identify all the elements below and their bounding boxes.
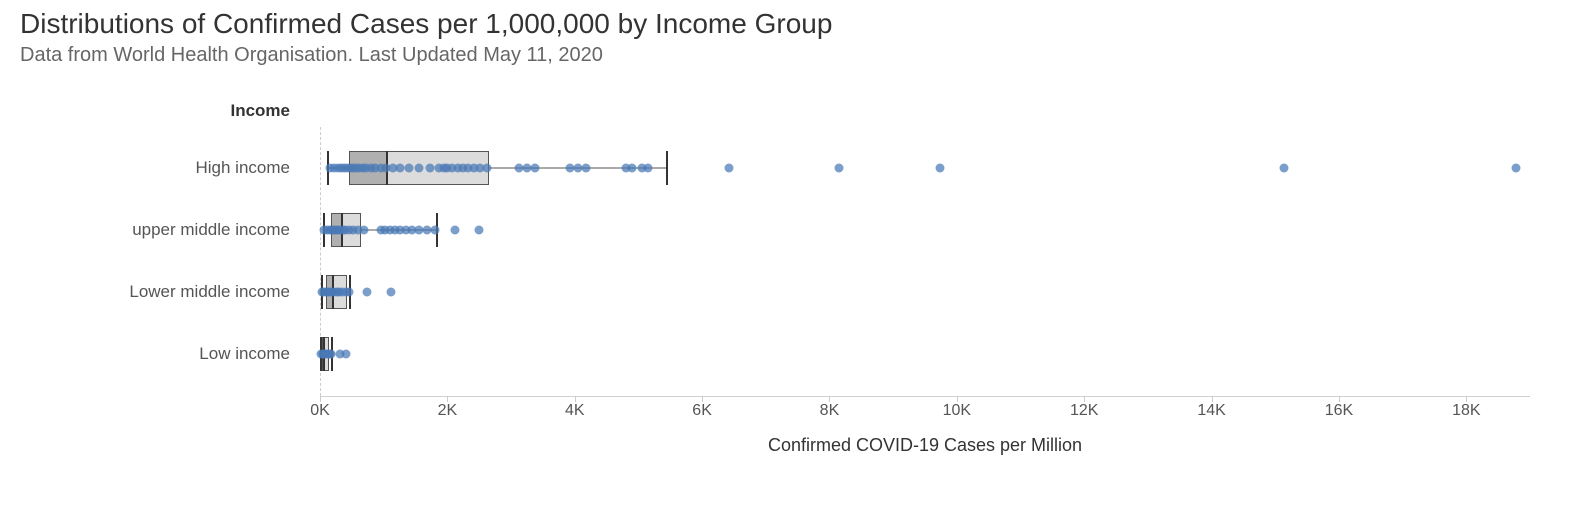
x-tick-label: 14K [1197, 396, 1225, 420]
data-point [342, 350, 351, 359]
data-point [725, 164, 734, 173]
data-point [936, 164, 945, 173]
data-point [414, 164, 423, 173]
x-tick-label: 10K [943, 396, 971, 420]
y-category-label: upper middle income [0, 220, 290, 240]
data-point [387, 288, 396, 297]
data-point [405, 164, 414, 173]
data-point [1511, 164, 1520, 173]
data-point [451, 226, 460, 235]
data-point [482, 164, 491, 173]
x-axis-title: Confirmed COVID-19 Cases per Million [768, 435, 1082, 456]
data-point [345, 288, 354, 297]
x-tick-label: 6K [692, 396, 712, 420]
y-category-label: Low income [0, 344, 290, 364]
data-point [363, 288, 372, 297]
data-point [327, 350, 336, 359]
data-point [1280, 164, 1289, 173]
data-point [475, 226, 484, 235]
y-category-label: Lower middle income [0, 282, 290, 302]
data-point [643, 164, 652, 173]
data-point [582, 164, 591, 173]
data-point [835, 164, 844, 173]
x-tick-label: 8K [820, 396, 840, 420]
y-category-label: High income [0, 158, 290, 178]
data-point [530, 164, 539, 173]
y-axis-title: Income [0, 101, 290, 121]
x-tick-label: 12K [1070, 396, 1098, 420]
x-tick-label: 2K [438, 396, 458, 420]
data-point [396, 164, 405, 173]
chart-subtitle: Data from World Health Organisation. Las… [0, 40, 1580, 67]
whisker-cap [666, 151, 668, 185]
data-point [628, 164, 637, 173]
data-point [425, 164, 434, 173]
x-tick-label: 0K [310, 396, 330, 420]
plot-area: 0K2K4K6K8K10K12K14K16K18K [320, 127, 1530, 397]
x-tick-label: 4K [565, 396, 585, 420]
chart-title: Distributions of Confirmed Cases per 1,0… [0, 0, 1580, 40]
x-tick-label: 16K [1325, 396, 1353, 420]
data-point [359, 226, 368, 235]
x-tick-label: 18K [1452, 396, 1480, 420]
data-point [430, 226, 439, 235]
